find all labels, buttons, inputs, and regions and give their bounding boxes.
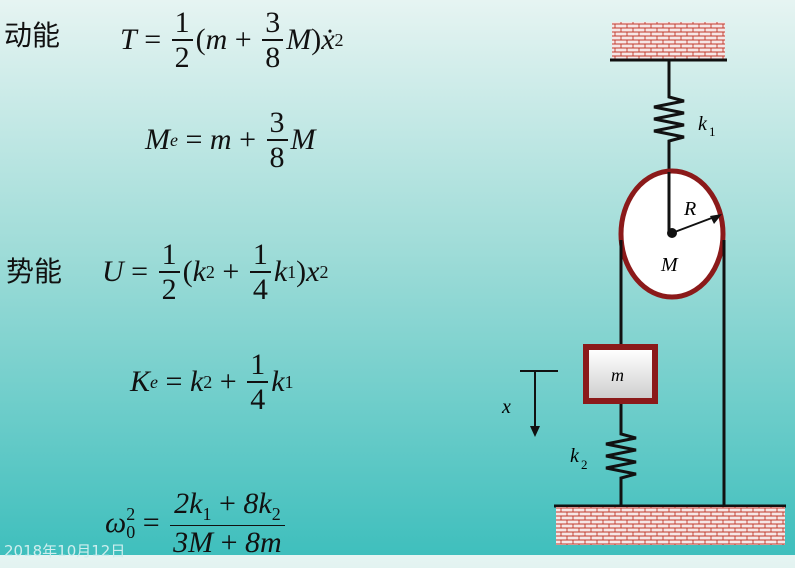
spring-k1 bbox=[653, 60, 685, 150]
potential-energy-label: 势能 bbox=[6, 255, 63, 288]
mass-block: m bbox=[583, 344, 658, 404]
pulley-mass-label: M bbox=[660, 254, 679, 276]
k2-label: k bbox=[570, 445, 580, 467]
k1-label: k bbox=[698, 113, 708, 135]
radius-label: R bbox=[683, 198, 696, 220]
kinetic-energy-label: 动能 bbox=[4, 19, 61, 52]
spring-pulley-diagram: k 1 R M m k 2 x bbox=[501, 22, 786, 545]
ground-support bbox=[554, 504, 786, 545]
spring-k2 bbox=[605, 404, 637, 507]
displacement-arrow: x bbox=[501, 370, 558, 437]
k1-subscript: 1 bbox=[709, 124, 716, 139]
pulley: R M bbox=[618, 168, 726, 300]
x-label: x bbox=[501, 396, 511, 418]
block-mass-label: m bbox=[611, 365, 624, 385]
k2-subscript: 2 bbox=[581, 457, 588, 472]
ceiling-support bbox=[610, 22, 727, 62]
